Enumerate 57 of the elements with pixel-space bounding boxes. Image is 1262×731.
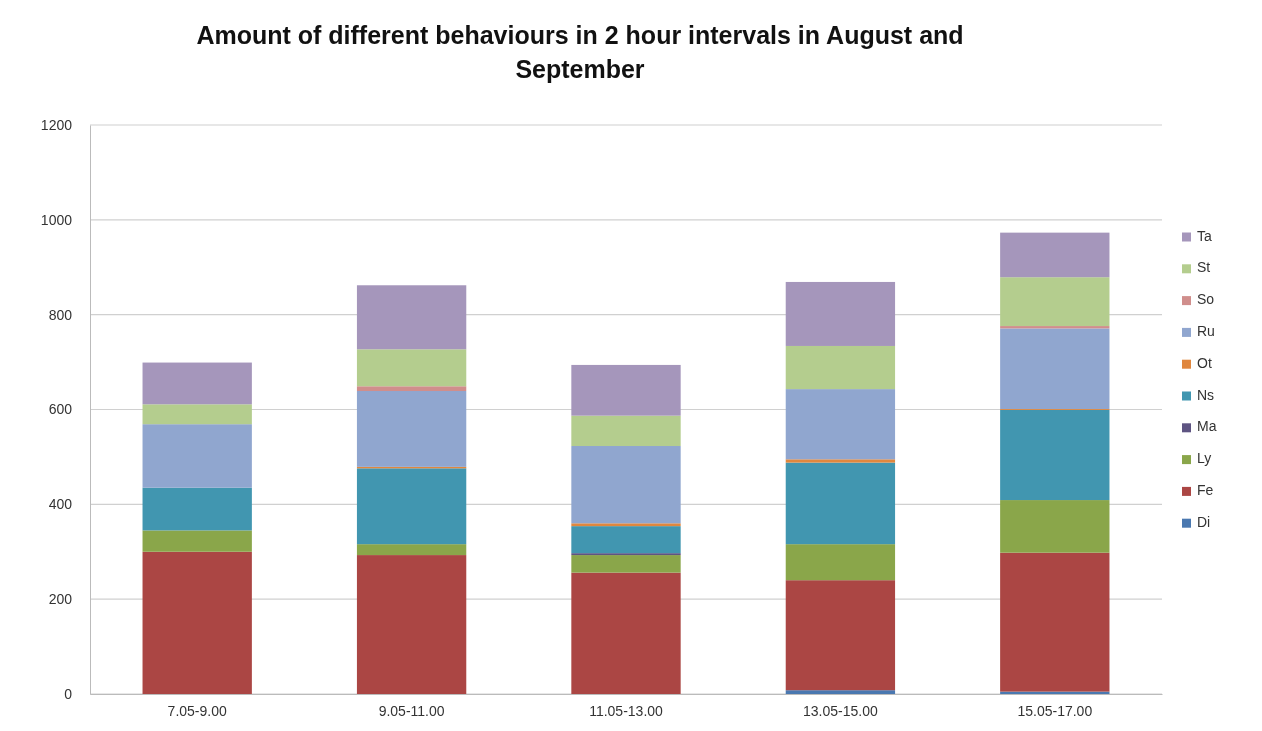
bar: [785, 580, 896, 691]
x-tick-label: 11.05-13.00: [589, 702, 664, 719]
bar: [356, 544, 467, 556]
chart-title: Amount of different behaviours in 2 hour intervals in August and September: [196, 21, 964, 83]
legend-label: So: [1197, 291, 1215, 308]
bar: [785, 345, 896, 390]
y-tick-label: 200: [48, 591, 73, 608]
bar: [785, 544, 896, 581]
bar: [142, 424, 252, 488]
bar: [785, 281, 896, 346]
bar: [1000, 232, 1110, 278]
x-tick-label: 15.05-17.00: [1017, 702, 1093, 719]
legend-label: Ly: [1197, 450, 1212, 467]
bar: [571, 523, 681, 527]
bar: [356, 555, 467, 694]
bar: [571, 555, 681, 573]
legend-label: Fe: [1197, 481, 1214, 498]
legend-label: Ns: [1197, 386, 1215, 403]
bar: [571, 446, 681, 524]
bar: [356, 285, 467, 350]
legend-label: Ot: [1197, 354, 1212, 371]
bar: [142, 487, 252, 531]
bar: [1000, 552, 1110, 692]
x-tick-label: 7.05-9.00: [167, 702, 227, 719]
bar: [356, 468, 467, 545]
y-tick-label: 0: [64, 685, 73, 702]
bar: [356, 386, 467, 392]
bar: [142, 362, 252, 405]
bar: [1000, 500, 1110, 553]
legend-label: Ma: [1197, 418, 1217, 435]
bar: [356, 391, 467, 467]
bar: [142, 551, 252, 694]
bar: [785, 690, 896, 694]
legend-label: Ru: [1197, 322, 1215, 339]
bar: [142, 530, 252, 552]
legend-label: Ta: [1197, 227, 1212, 244]
x-tick-label: 13.05-15.00: [803, 702, 878, 719]
bar: [571, 526, 681, 554]
y-tick-label: 600: [48, 401, 73, 418]
legend-label: Di: [1197, 513, 1211, 530]
bar: [571, 415, 681, 447]
y-tick-label: 1000: [40, 211, 73, 228]
bar: [571, 364, 681, 416]
y-tick-label: 800: [48, 306, 73, 323]
bar: [356, 349, 467, 387]
legend-label: St: [1197, 259, 1211, 276]
bar: [142, 404, 252, 425]
bar: [1000, 409, 1110, 501]
y-tick-label: 1200: [40, 116, 73, 133]
y-tick-label: 400: [48, 496, 73, 513]
bar: [571, 572, 681, 694]
bar: [1000, 277, 1110, 327]
bar: [785, 459, 896, 463]
bar: [1000, 328, 1110, 410]
bar: [785, 462, 896, 545]
x-tick-label: 9.05-11.00: [378, 702, 445, 719]
bar: [785, 389, 896, 460]
